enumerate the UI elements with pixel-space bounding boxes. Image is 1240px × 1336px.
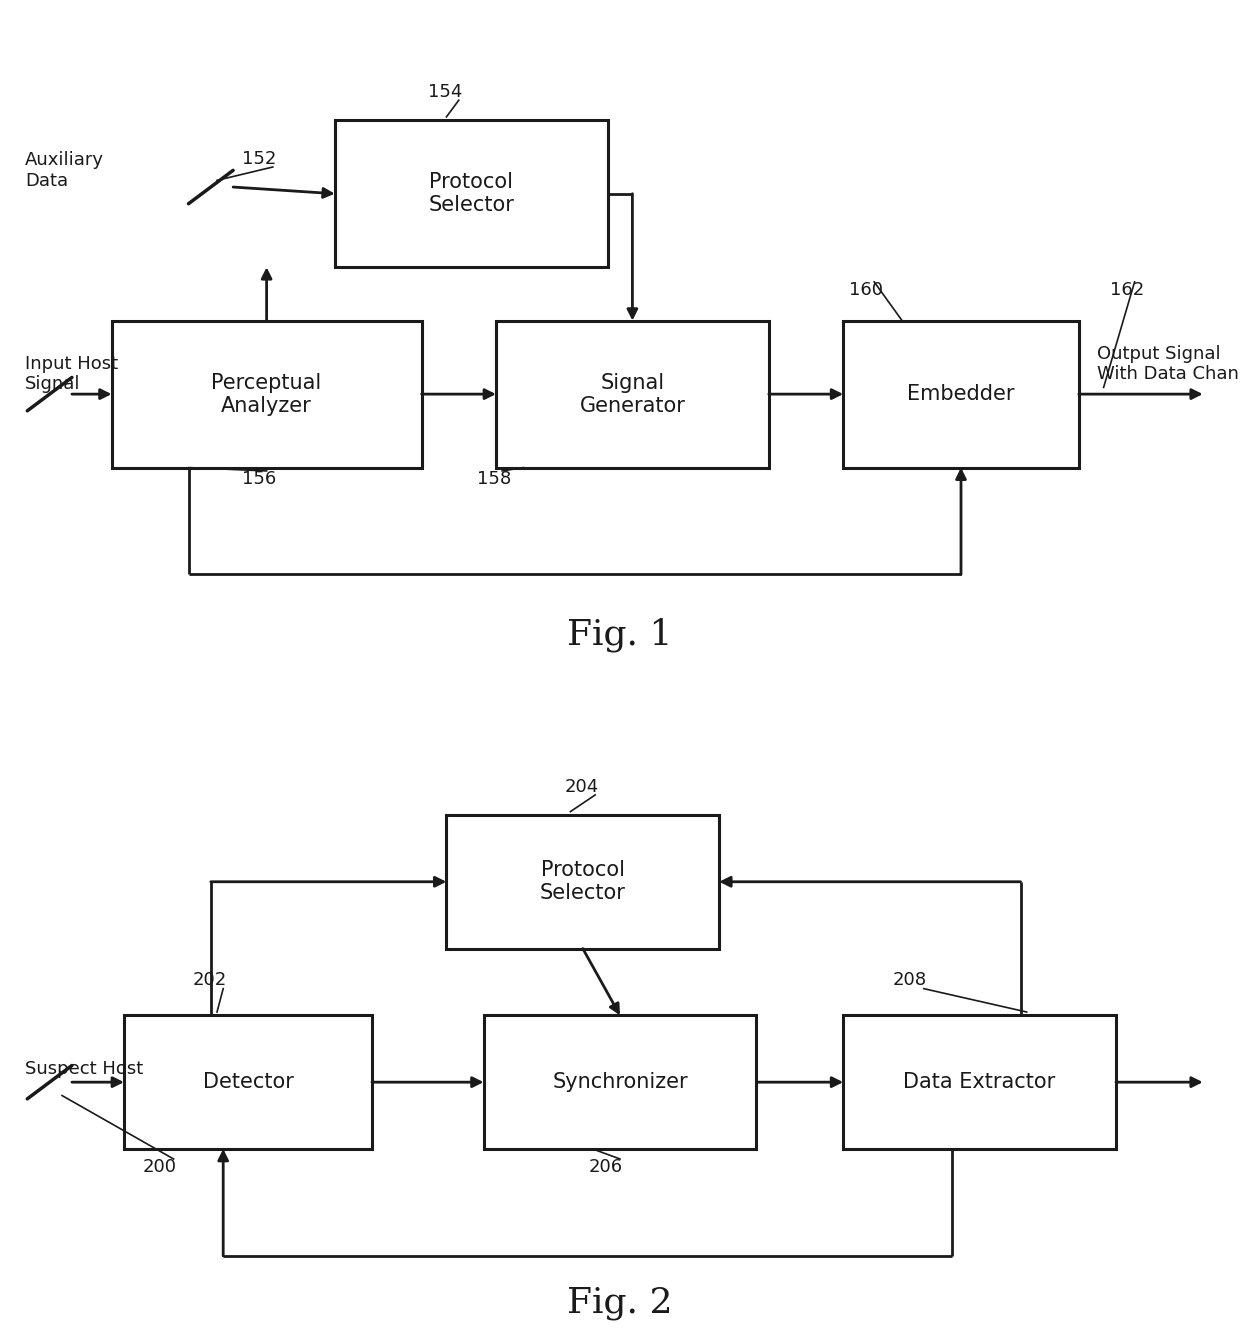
Text: 154: 154 xyxy=(428,83,463,100)
Text: 202: 202 xyxy=(192,971,227,989)
Text: 156: 156 xyxy=(242,470,277,488)
Text: Protocol
Selector: Protocol Selector xyxy=(539,860,626,903)
Bar xyxy=(335,120,608,267)
Text: Suspect Host: Suspect Host xyxy=(25,1059,143,1078)
Text: 208: 208 xyxy=(893,971,928,989)
Text: 162: 162 xyxy=(1110,282,1145,299)
Text: Fig. 2: Fig. 2 xyxy=(567,1285,673,1320)
Bar xyxy=(496,321,769,468)
Text: 160: 160 xyxy=(849,282,883,299)
Bar xyxy=(843,1015,1116,1149)
Text: 158: 158 xyxy=(477,470,512,488)
Bar xyxy=(124,1015,372,1149)
Text: Perceptual
Analyzer: Perceptual Analyzer xyxy=(212,373,321,415)
Text: 200: 200 xyxy=(143,1158,176,1176)
Bar xyxy=(446,815,719,949)
Text: 152: 152 xyxy=(242,150,277,167)
Bar xyxy=(484,1015,756,1149)
Text: Fig. 1: Fig. 1 xyxy=(567,617,673,652)
Text: Synchronizer: Synchronizer xyxy=(552,1073,688,1092)
Text: Output Signal
With Data Channel: Output Signal With Data Channel xyxy=(1097,345,1240,383)
Bar xyxy=(843,321,1079,468)
Text: Detector: Detector xyxy=(202,1073,294,1092)
Text: Embedder: Embedder xyxy=(908,385,1014,403)
Text: 204: 204 xyxy=(564,778,599,795)
Text: Signal
Generator: Signal Generator xyxy=(579,373,686,415)
Text: Auxiliary
Data: Auxiliary Data xyxy=(25,151,104,190)
Text: 206: 206 xyxy=(589,1158,624,1176)
Text: Protocol
Selector: Protocol Selector xyxy=(428,172,515,215)
Text: Input Host
Signal: Input Host Signal xyxy=(25,354,118,394)
Bar xyxy=(112,321,422,468)
Text: Data Extractor: Data Extractor xyxy=(904,1073,1055,1092)
